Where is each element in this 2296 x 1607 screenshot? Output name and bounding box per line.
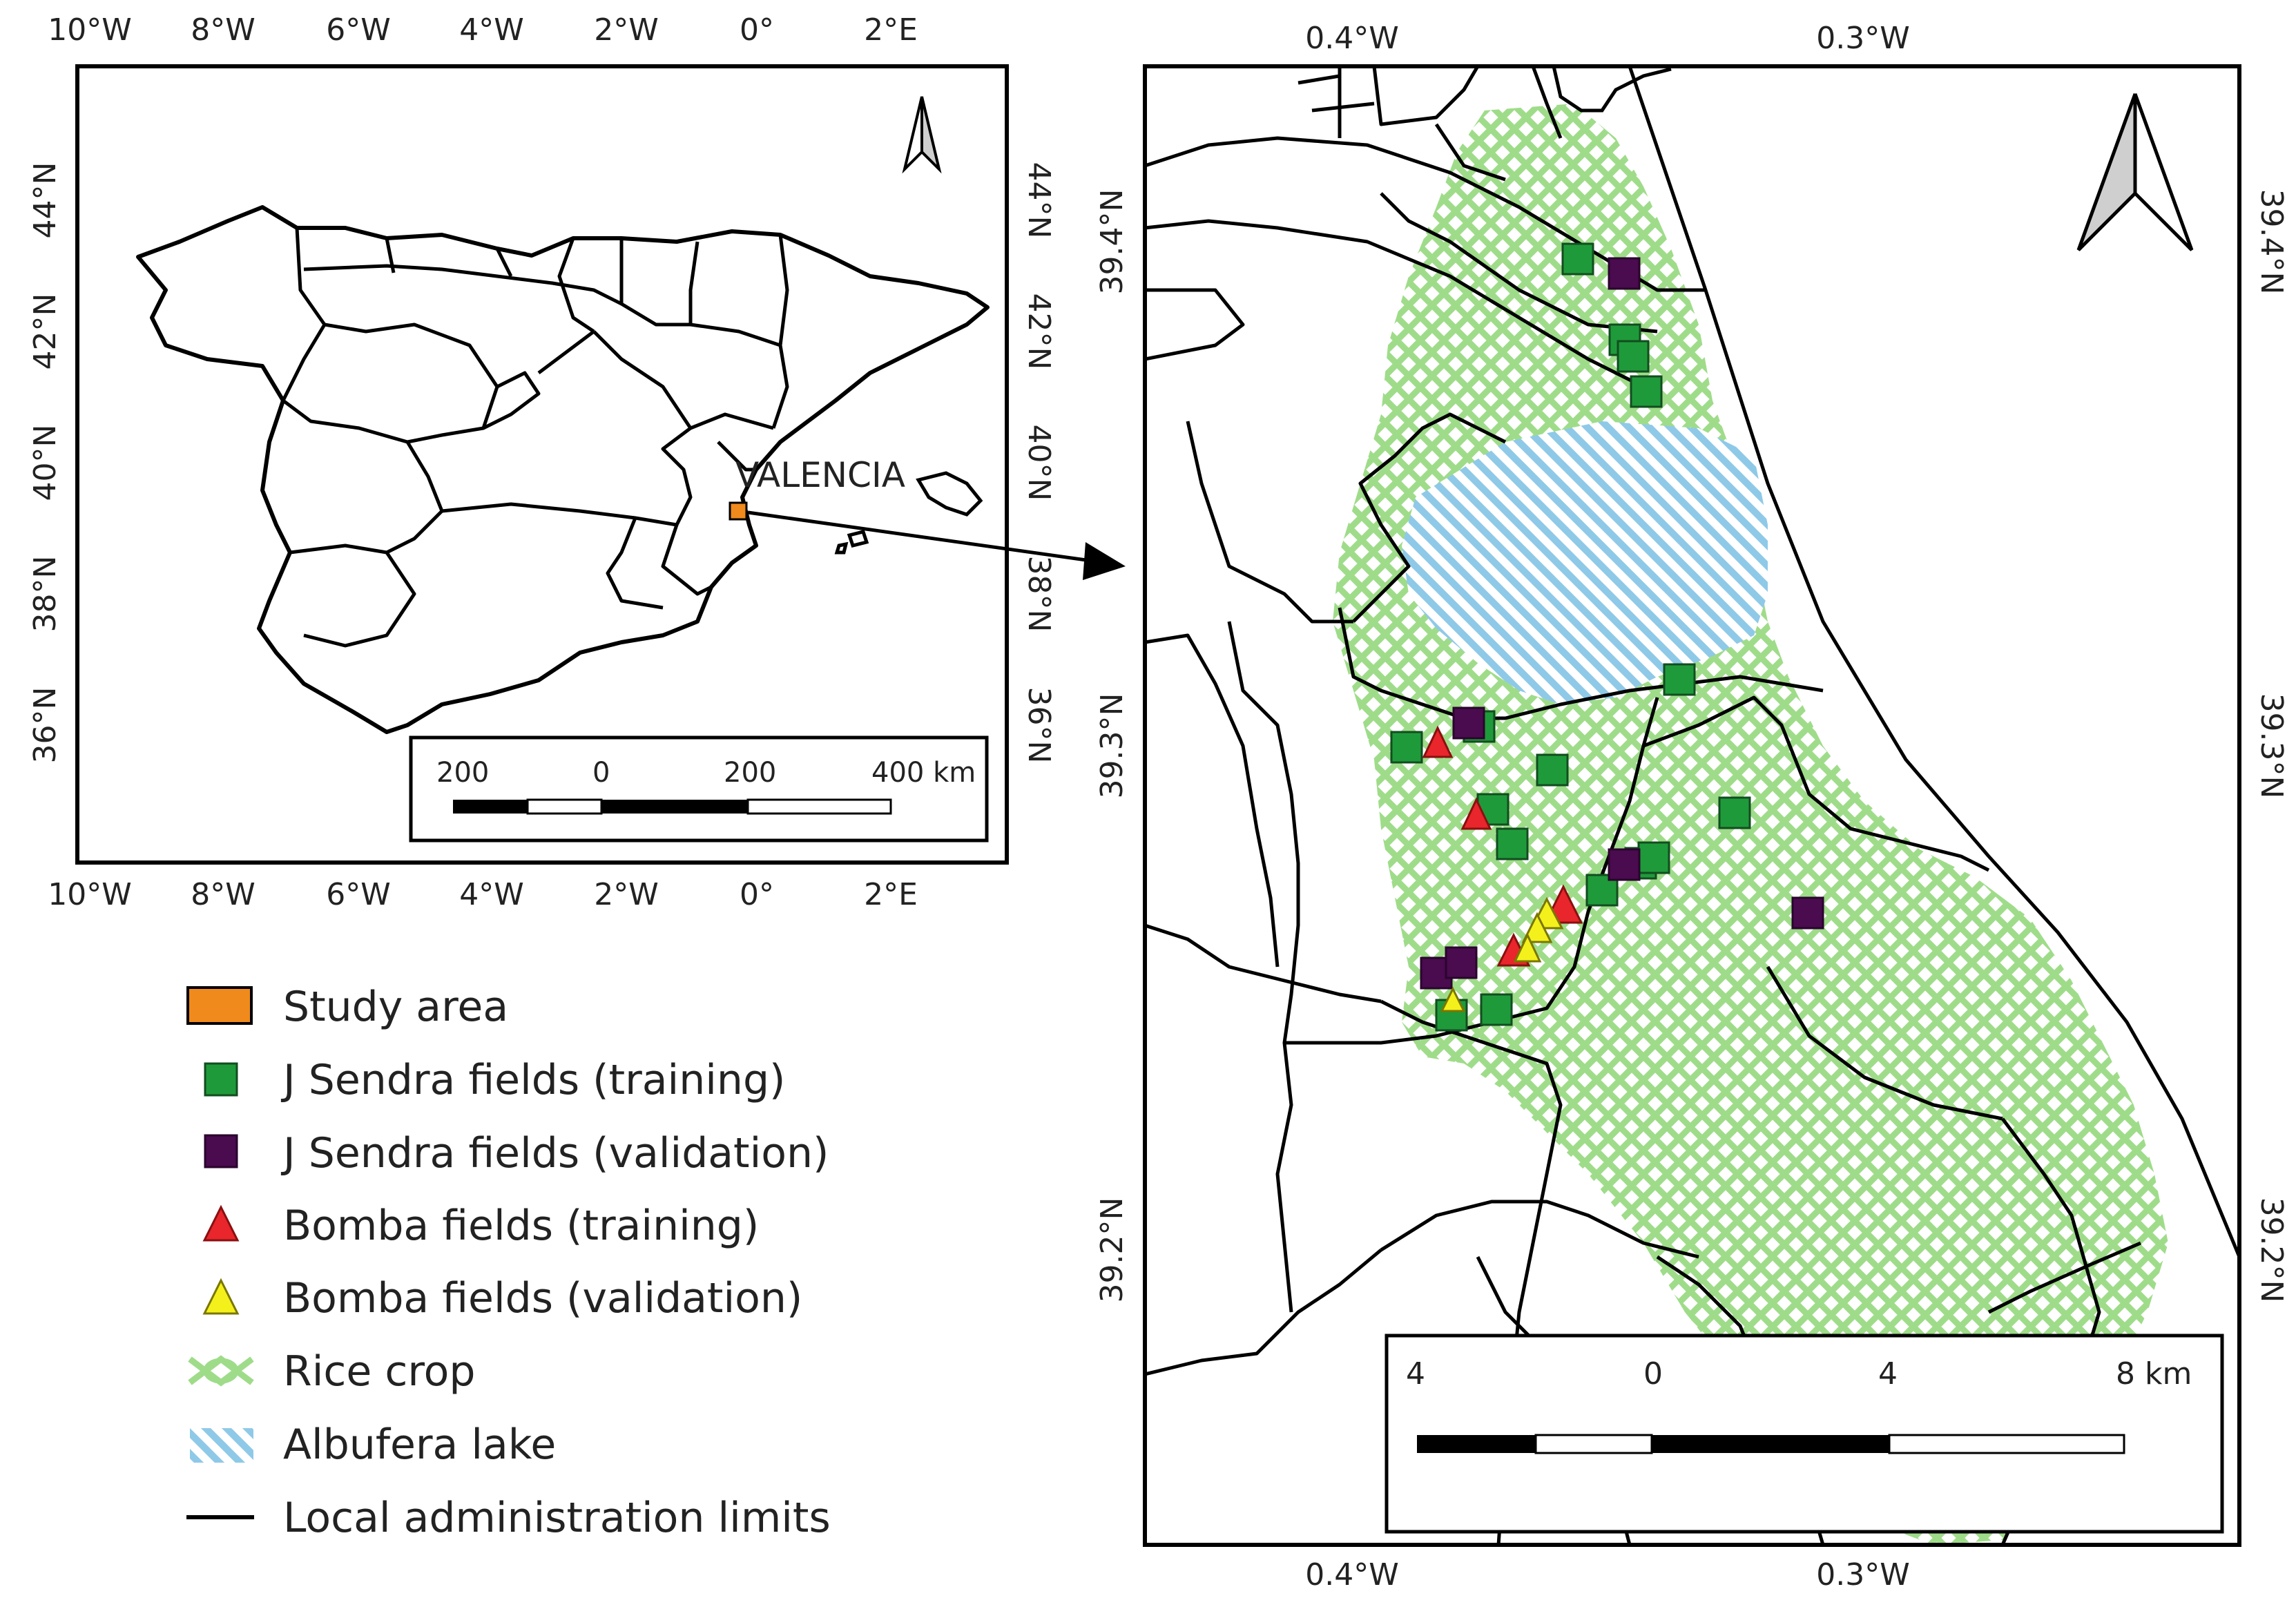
overview-lat-ticks-left: 44°N 42°N 40°N 38°N 36°N [28,162,63,764]
lon-tick-bottom-4: 2°W [594,877,659,912]
detail-lat-tick-right-0: 39.4°N [2254,189,2289,295]
port-structure [1552,66,1672,113]
lat-tick-left-2: 40°N [28,425,63,501]
legend-study-area-swatch [186,986,253,1025]
lon-tick-bottom-3: 4°W [459,877,524,912]
lat-tick-left-1: 42°N [28,294,63,370]
spain-outline [136,205,990,734]
lon-tick-top-4: 2°W [594,12,659,48]
overview-lat-ticks-right: 44°N 42°N 40°N 38°N 36°N [1021,162,1057,764]
legend-label-limits: Local administration limits [283,1494,831,1542]
lon-tick-top-3: 4°W [459,12,524,48]
legend-label-rice-crop: Rice crop [283,1347,475,1396]
overview-scale-label-0: 200 [436,757,489,789]
overview-map: VALENCIA 200 0 200 400 km 10°W 8°W 6°W 4… [28,12,1057,912]
detail-lon-tick-bottom-0: 0.4°W [1305,1557,1398,1592]
overview-scale-label-1: 0 [592,757,610,789]
legend-bomba-validation-swatch [202,1278,240,1315]
legend-label-bomba-training: Bomba fields (training) [283,1202,759,1250]
legend-jsendra-training-swatch [204,1062,238,1097]
detail-scale-label-1: 0 [1643,1356,1663,1392]
spain-region-borders [281,227,789,648]
legend-label-jsendra-training: J Sendra fields (training) [280,1056,785,1104]
detail-scale-label-3: 8 km [2116,1356,2192,1392]
north-arrow-icon [902,96,942,174]
legend-bomba-training-swatch [202,1204,240,1242]
detail-scale-label-2: 4 [1878,1356,1898,1392]
legend-albufera-lake-swatch [190,1428,253,1463]
lat-tick-left-3: 38°N [28,556,63,633]
overview-lon-ticks-bottom: 10°W 8°W 6°W 4°W 2°W 0° 2°E [48,877,918,912]
study-area-arrow [747,510,1126,580]
legend-label-albufera-lake: Albufera lake [283,1421,556,1469]
lon-tick-top-1: 8°W [191,12,255,48]
jsendra-training-fields [1390,242,1751,1032]
study-area-marker [729,501,748,521]
lon-tick-top-2: 6°W [326,12,391,48]
legend-label-bomba-validation: Bomba fields (validation) [283,1274,802,1322]
coastline [1628,66,2239,1258]
lat-tick-right-0: 44°N [1021,162,1057,239]
lon-tick-bottom-0: 10°W [48,877,132,912]
detail-map-frame [1143,64,2241,1547]
bomba-validation-fields [1440,896,1564,1012]
lat-tick-right-4: 36°N [1021,687,1057,764]
detail-lon-tick-bottom-1: 0.3°W [1816,1557,1909,1592]
lon-tick-top-6: 2°E [864,12,918,48]
overview-lon-ticks-top: 10°W 8°W 6°W 4°W 2°W 0° 2°E [48,12,918,48]
lon-tick-bottom-1: 8°W [191,877,255,912]
lat-tick-right-2: 40°N [1021,425,1057,501]
lat-tick-right-1: 42°N [1021,294,1057,370]
detail-lon-tick-top-0: 0.4°W [1305,21,1398,56]
detail-scale-bar: 4 0 4 8 km [1385,1334,2224,1534]
lon-tick-bottom-2: 6°W [326,877,391,912]
overview-scale-label-3: 400 km [871,757,976,789]
jsendra-validation-fields [1420,257,1824,990]
lon-tick-top-5: 0° [740,12,774,48]
overview-scale-label-2: 200 [724,757,776,789]
lon-tick-top-0: 10°W [48,12,132,48]
north-arrow-icon-detail [2076,93,2194,251]
overview-scale-bar: 200 0 200 400 km [409,735,989,843]
detail-lat-tick-right-2: 39.2°N [2254,1197,2289,1303]
legend-label-study-area: Study area [283,983,508,1031]
legend-jsendra-validation-swatch [204,1134,238,1168]
legend-rice-crop-swatch [188,1355,254,1387]
detail-scale-label-0: 4 [1406,1356,1425,1392]
albufera-lake [1402,421,1768,704]
detail-lat-tick-left-0: 39.4°N [1094,189,1130,295]
lon-tick-bottom-6: 2°E [864,877,918,912]
detail-lat-tick-right-1: 39.3°N [2254,693,2289,799]
legend: Study area J Sendra fields (training) J … [186,983,831,1542]
lon-tick-bottom-5: 0° [740,877,774,912]
balearic-islands [834,471,983,555]
valencia-label: VALENCIA [735,455,905,495]
lat-tick-left-4: 36°N [28,687,63,764]
detail-lat-tick-left-1: 39.3°N [1094,693,1130,799]
detail-map: 4 0 4 8 km 0.4°W 0.3°W 0.4°W 0.3°W 39.4°… [1094,21,2289,1592]
lat-tick-left-0: 44°N [28,162,63,239]
lat-tick-right-3: 38°N [1021,556,1057,633]
detail-lon-tick-top-1: 0.3°W [1816,21,1909,56]
detail-lat-tick-left-2: 39.2°N [1094,1197,1130,1303]
legend-label-jsendra-validation: J Sendra fields (validation) [280,1129,829,1177]
